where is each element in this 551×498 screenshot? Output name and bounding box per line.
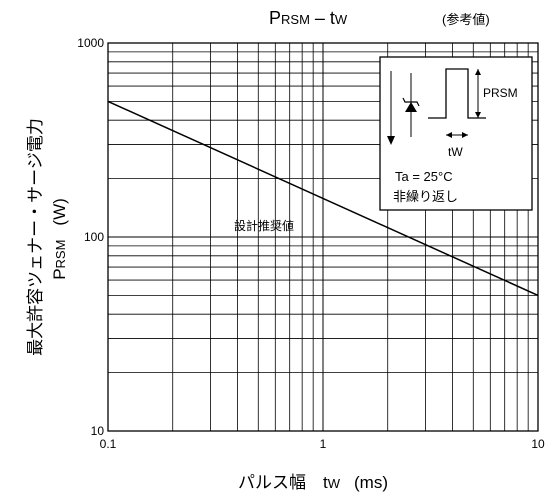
y-axis-label-line2: PRSM (W): [50, 198, 69, 280]
chart-title: PRSM – tW: [269, 8, 348, 28]
x-tick-label-2: 10: [531, 437, 545, 451]
x-axis-label-sub: W: [328, 476, 341, 491]
zener-bar-icon: [402, 97, 420, 107]
prsm-arrow-down-icon: [475, 112, 481, 118]
title-w-sub: W: [335, 12, 348, 27]
x-tick-label-0: 0.1: [100, 437, 117, 451]
tw-arrow-right-icon: [462, 132, 468, 138]
diode-arrow-down-icon: [387, 136, 395, 145]
inset-tw-label: tW: [448, 145, 463, 159]
y-axis-label-unit: (W): [50, 198, 69, 225]
x-axis-label-unit: (ms): [354, 473, 388, 492]
y-tick-label-2: 1000: [77, 36, 104, 50]
title-reference: (参考値): [442, 12, 490, 27]
y-axis-label-p: P: [50, 268, 69, 279]
tick-labels: 0.1 1 10 10 100 1000: [77, 36, 545, 451]
x-axis-label-prefix: パルス幅 t: [238, 473, 328, 492]
title-mid: – t: [310, 8, 335, 28]
y-tick-label-0: 10: [91, 424, 105, 438]
x-tick-label-1: 1: [320, 437, 327, 451]
y-tick-label-1: 100: [84, 230, 104, 244]
x-axis-label: パルス幅 tW (ms): [238, 473, 388, 492]
prsm-arrow-up-icon: [475, 69, 481, 75]
series-label-recommended: 設計推奨値: [234, 218, 294, 233]
plot-frame: [107, 42, 539, 432]
series-layer: [107, 100, 539, 297]
tw-arrow-left-icon: [446, 132, 452, 138]
title-p-sub: RSM: [281, 12, 310, 27]
series-line-0: [107, 100, 539, 297]
inset-box: PRSM tW Ta = 25°C 非繰り返し: [379, 56, 533, 211]
inset-prsm-label: PRSM: [483, 86, 518, 100]
title-p: P: [269, 8, 281, 28]
inset-note-label: 非繰り返し: [393, 189, 458, 204]
y-axis-label-sub: RSM: [53, 240, 68, 269]
y-axis-label: 最大許容ツェナー・サージ電力 PRSM (W): [26, 118, 69, 356]
pulse-waveform-icon: [428, 68, 486, 119]
inset-frame: [379, 56, 533, 211]
y-axis-label-line1: 最大許容ツェナー・サージ電力: [26, 118, 45, 356]
inset-temperature-label: Ta = 25°C: [395, 169, 453, 184]
zener-diode-icon: [405, 102, 417, 112]
